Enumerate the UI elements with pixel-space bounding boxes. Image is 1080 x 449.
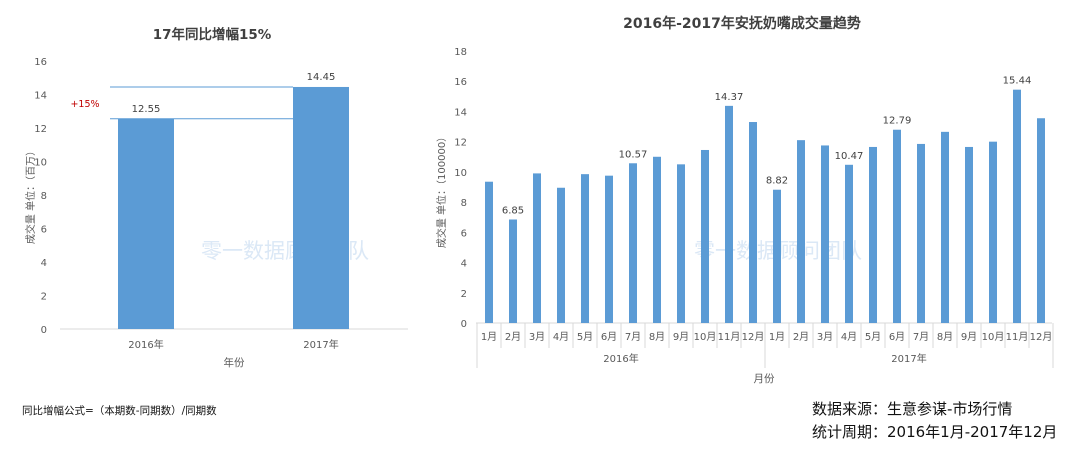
month-tick-label: 3月 [817, 331, 833, 343]
y-tick-label: 10 [34, 158, 47, 169]
monthly-trend-chart: 2016年-2017年安抚奶嘴成交量趋势 零一数据顾问团队 0246810121… [435, 15, 1054, 385]
bar-2017年-12月 [1037, 118, 1045, 323]
bar-2016年-10月 [701, 149, 709, 323]
y-axis-title: 成交量 单位：（100000） [435, 132, 448, 248]
y-tick-label: 16 [454, 77, 467, 88]
bar-1 [118, 118, 174, 329]
bar-2016年-3月 [533, 173, 541, 323]
year-group-label: 2017年 [891, 352, 926, 365]
bar-2017年-9月 [965, 146, 973, 323]
x-axis-title: 月份 [754, 373, 775, 385]
bar-2016年-6月 [605, 175, 613, 323]
month-tick-label: 4月 [553, 331, 569, 343]
formula-footnote: 同比增幅公式=（本期数-同期数）/同期数 [22, 405, 217, 417]
month-tick-label: 4月 [841, 331, 857, 343]
month-tick-label: 1月 [769, 331, 785, 343]
month-tick-label: 5月 [577, 331, 593, 343]
month-tick-label: 8月 [649, 331, 665, 343]
data-source: 数据来源：生意参谋-市场行情 统计周期：2016年1月-2017年12月 [812, 398, 1057, 444]
y-tick-label: 16 [34, 57, 47, 68]
source-line: 数据来源：生意参谋-市场行情 [812, 400, 1013, 418]
x-tick-label: 2017年 [303, 338, 338, 351]
year-group-label: 2016年 [603, 352, 638, 365]
bar-value-label: 8.82 [766, 176, 788, 187]
period-line: 统计周期：2016年1月-2017年12月 [812, 423, 1058, 441]
y-tick-label: 8 [41, 191, 47, 202]
bar-2017年-1月 [773, 189, 781, 323]
bar-value-label: 14.37 [715, 92, 744, 103]
x-tick-label: 2016年 [128, 338, 163, 351]
bar-2017年-11月 [1013, 89, 1021, 323]
month-tick-label: 6月 [889, 331, 905, 343]
growth-annotation: +15% [70, 99, 99, 110]
y-tick-label: 4 [41, 258, 47, 269]
bar-value-label: 6.85 [502, 205, 524, 216]
bar-value-label: 10.57 [619, 149, 648, 160]
bar-2016年-2月 [509, 219, 517, 323]
bar-2017年-3月 [821, 145, 829, 323]
month-tick-label: 9月 [961, 331, 977, 343]
bar-value-label: 12.79 [883, 116, 912, 127]
bar-2016年-12月 [749, 122, 757, 324]
chart-title: 17年同比增幅15% [153, 26, 272, 43]
month-tick-label: 7月 [625, 331, 641, 343]
y-tick-label: 8 [461, 198, 467, 209]
bar-2017年-2月 [797, 140, 805, 323]
month-tick-label: 6月 [601, 331, 617, 343]
y-tick-label: 2 [41, 292, 47, 303]
month-tick-label: 11月 [1006, 331, 1029, 343]
y-tick-label: 0 [461, 319, 467, 330]
y-tick-label: 6 [461, 228, 467, 239]
bar-2016年-11月 [725, 105, 733, 323]
y-tick-label: 12 [34, 124, 47, 135]
bar-2016年-5月 [581, 174, 589, 323]
month-tick-label: 3月 [529, 331, 545, 343]
bar-value-label: 15.44 [1003, 76, 1032, 87]
y-tick-label: 14 [34, 91, 47, 102]
bar-2016年-9月 [677, 164, 685, 323]
bar-value-label: 12.55 [132, 104, 161, 115]
month-tick-label: 9月 [673, 331, 689, 343]
bar-value-label: 10.47 [835, 151, 864, 162]
y-tick-label: 6 [41, 225, 47, 236]
x-axis-title: 年份 [224, 356, 245, 369]
month-tick-label: 11月 [718, 331, 741, 343]
y-axis-title: 成交量 单位：（百万） [24, 146, 37, 244]
y-tick-label: 2 [461, 289, 467, 300]
y-tick-label: 12 [454, 138, 467, 149]
y-tick-label: 0 [41, 325, 47, 336]
bar-2016年-8月 [653, 156, 661, 323]
bar-2017年-6月 [893, 129, 901, 323]
y-tick-label: 4 [461, 259, 467, 270]
y-tick-label: 18 [454, 47, 467, 58]
bar-2 [293, 86, 349, 330]
bar-2017年-4月 [845, 164, 853, 323]
month-tick-label: 12月 [742, 331, 765, 343]
bar-2017年-8月 [941, 131, 949, 323]
bar-value-label: 14.45 [307, 72, 336, 83]
chart-title: 2016年-2017年安抚奶嘴成交量趋势 [623, 15, 861, 32]
month-tick-label: 10月 [982, 331, 1005, 343]
month-tick-label: 1月 [481, 331, 497, 343]
bar-2016年-4月 [557, 187, 565, 323]
y-tick-label: 10 [454, 168, 467, 179]
month-tick-label: 12月 [1030, 331, 1053, 343]
month-tick-label: 2月 [505, 331, 521, 343]
bar-2017年-5月 [869, 146, 877, 323]
month-tick-label: 7月 [913, 331, 929, 343]
month-tick-label: 8月 [937, 331, 953, 343]
bar-2017年-7月 [917, 143, 925, 323]
y-tick-label: 14 [454, 107, 467, 118]
month-tick-label: 5月 [865, 331, 881, 343]
month-tick-label: 2月 [793, 331, 809, 343]
bar-2016年-7月 [629, 163, 637, 323]
bar-2016年-1月 [485, 181, 493, 323]
month-tick-label: 10月 [694, 331, 717, 343]
bar-2017年-10月 [989, 141, 997, 323]
